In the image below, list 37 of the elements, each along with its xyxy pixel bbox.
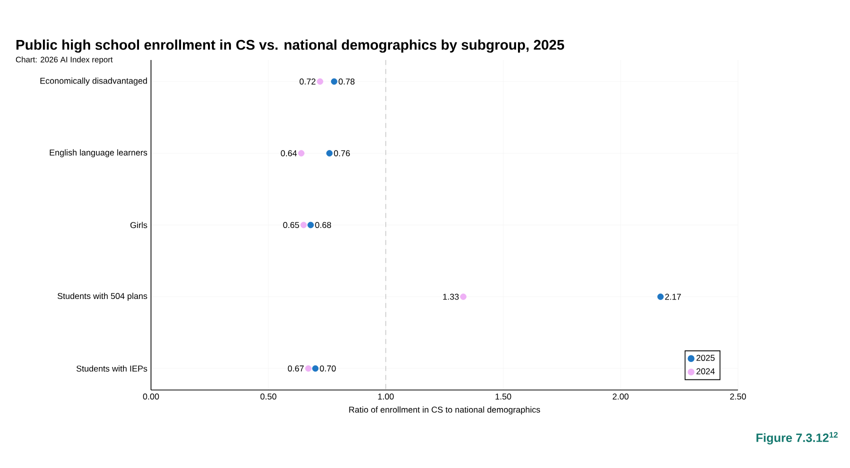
data-label: 0.65 [283, 222, 300, 228]
x-tick-label: 1.00 [378, 394, 394, 400]
chart-title: Public high school enrollment in CS vs. national demographics by subgroup, 2025 [16, 40, 564, 53]
y-tick-label: Students with 504 plans [58, 292, 148, 301]
data-label: 0.78 [338, 78, 355, 85]
text: Chart: 2026 AI Index report [16, 56, 113, 64]
point [298, 150, 304, 156]
x-tick-label: 1.50 [496, 394, 512, 400]
point [307, 222, 314, 228]
legend-label: 2025 [696, 354, 715, 361]
data-label: 0.72 [300, 78, 316, 85]
data-label: 0.67 [288, 365, 304, 372]
point [300, 222, 307, 228]
x-axis-title: Ratio of enrollment in CS to national demographics [349, 406, 540, 414]
y-tick-label: Students with IEPs [76, 365, 148, 372]
data-label: 1.33 [443, 294, 459, 300]
data-label: 0.68 [315, 222, 332, 228]
caption: Figure 7.3.12$^{12}$ [756, 432, 838, 444]
y-tick-label: Girls [130, 222, 148, 228]
x-tick-label: 2.50 [730, 394, 746, 400]
point [657, 294, 664, 300]
y-tick-label: Economically disadvantaged [40, 78, 147, 86]
x-tick-label: 0.00 [143, 394, 159, 400]
x-tick-label: 2.00 [612, 394, 629, 400]
point [460, 294, 466, 300]
point [312, 365, 319, 372]
point [305, 365, 312, 372]
x-tick-label: 0.50 [260, 394, 276, 400]
point [316, 78, 324, 85]
legend-label: 2024 [696, 368, 715, 374]
data-label: 0.76 [334, 150, 350, 156]
point [330, 78, 338, 85]
data-label: 0.64 [280, 150, 297, 156]
point [326, 150, 333, 156]
data-label: 2.17 [665, 294, 681, 300]
data-label: 0.70 [320, 365, 336, 372]
y-tick-label: English language learners [50, 149, 148, 158]
